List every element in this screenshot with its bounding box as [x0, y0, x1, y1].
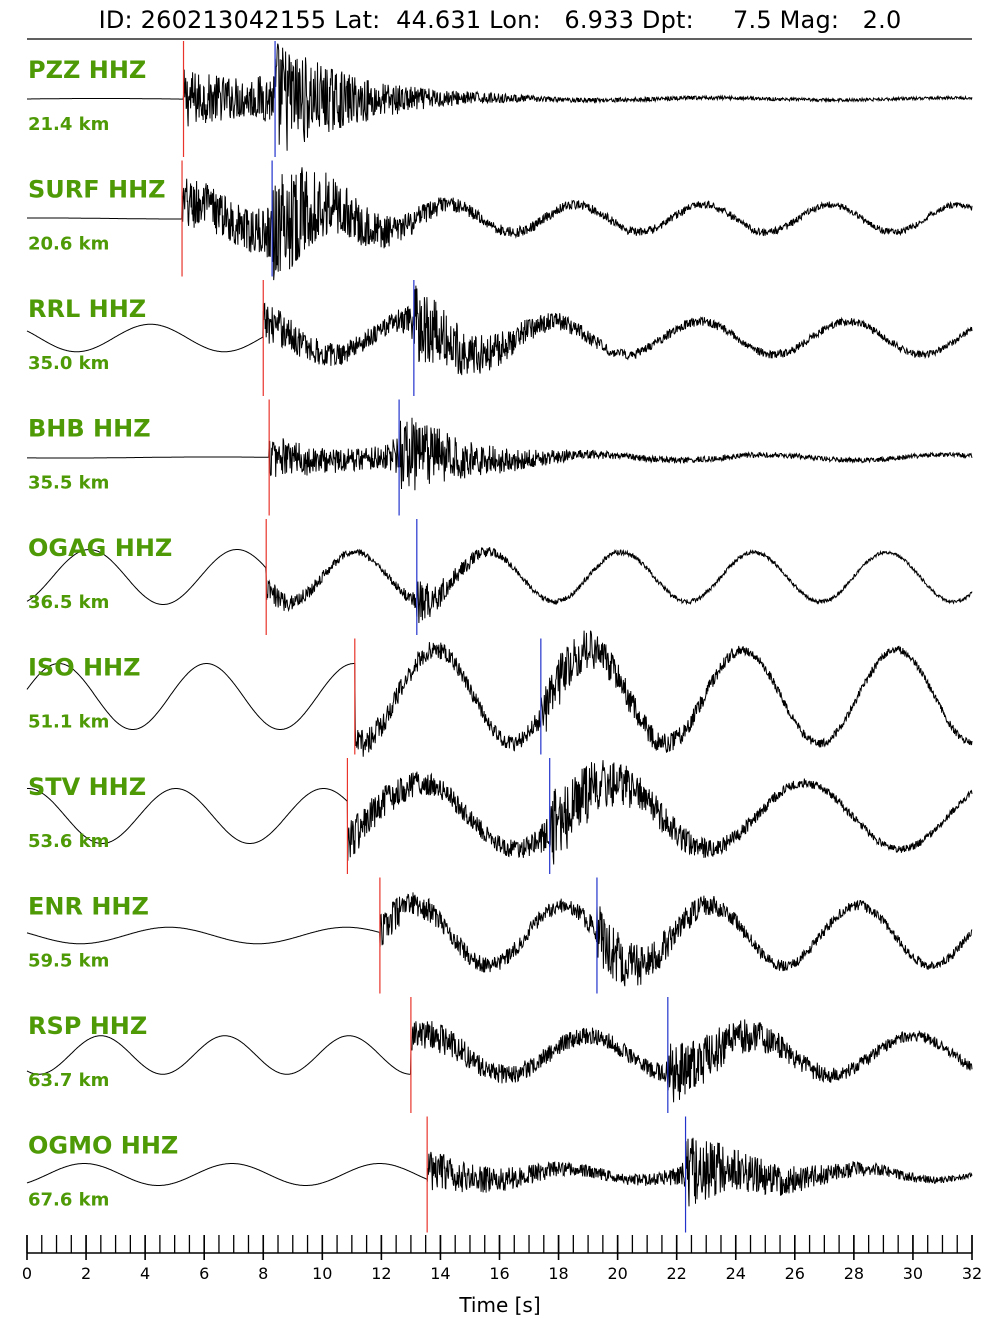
station-label: OGAG HHZ — [28, 534, 172, 562]
x-tick-label: 32 — [962, 1264, 982, 1283]
x-tick-label: 16 — [489, 1264, 509, 1283]
waveform-trace — [27, 43, 973, 151]
distance-label: 63.7 km — [28, 1070, 109, 1091]
station-label: STV HHZ — [28, 773, 146, 801]
x-tick-label: 18 — [548, 1264, 568, 1283]
waveform-trace — [26, 1019, 973, 1103]
trace-group: PZZ HHZ 21.4 km SURF HHZ 20.6 km RRL HHZ 35.0… — [26, 41, 973, 1233]
x-tick-label: 26 — [785, 1264, 805, 1283]
station-label: ENR HHZ — [28, 893, 149, 921]
x-axis-label: Time [s] — [458, 1293, 540, 1317]
x-tick-label: 10 — [312, 1264, 332, 1283]
distance-label: 35.5 km — [28, 473, 109, 494]
waveform-trace — [26, 547, 973, 624]
station-label: RSP HHZ — [28, 1012, 147, 1040]
station-label: RRL HHZ — [28, 295, 146, 323]
distance-label: 35.0 km — [28, 353, 109, 374]
x-tick-label: 6 — [199, 1264, 209, 1283]
x-tick-label: 12 — [371, 1264, 391, 1283]
x-tick-label: 30 — [903, 1264, 923, 1283]
waveform-trace — [26, 630, 973, 757]
distance-label: 51.1 km — [28, 712, 109, 733]
x-tick-label: 14 — [430, 1264, 450, 1283]
x-axis: 0 2 4 6 8 10 12 14 16 18 20 22 24 26 28 30 32 — [22, 1235, 982, 1283]
station-label: SURF HHZ — [28, 176, 166, 204]
x-tick-label: 28 — [844, 1264, 864, 1283]
waveform-trace — [26, 285, 973, 376]
waveform-trace — [26, 1137, 973, 1207]
x-tick-label: 2 — [81, 1264, 91, 1283]
x-tick-label: 0 — [22, 1264, 32, 1283]
x-tick-label: 4 — [140, 1264, 150, 1283]
x-tick-label: 20 — [607, 1264, 627, 1283]
x-tick-label: 8 — [258, 1264, 268, 1283]
distance-label: 36.5 km — [28, 592, 109, 613]
chart-title: ID: 260213042155 Lat: 44.631 Lon: 6.933 … — [98, 6, 902, 34]
waveform-trace — [27, 417, 973, 491]
waveform-trace — [27, 167, 973, 281]
x-tick-label: 24 — [726, 1264, 746, 1283]
distance-label: 21.4 km — [28, 114, 109, 135]
waveform-trace — [27, 760, 973, 865]
distance-label: 53.6 km — [28, 831, 109, 852]
x-tick-label: 22 — [667, 1264, 687, 1283]
station-label: OGMO HHZ — [28, 1132, 178, 1160]
station-label: BHB HHZ — [28, 415, 151, 443]
station-label: PZZ HHZ — [28, 56, 146, 84]
distance-label: 59.5 km — [28, 951, 109, 972]
distance-label: 20.6 km — [28, 234, 109, 255]
distance-label: 67.6 km — [28, 1190, 109, 1211]
waveform-trace — [26, 892, 973, 987]
station-label: ISO HHZ — [28, 654, 141, 682]
